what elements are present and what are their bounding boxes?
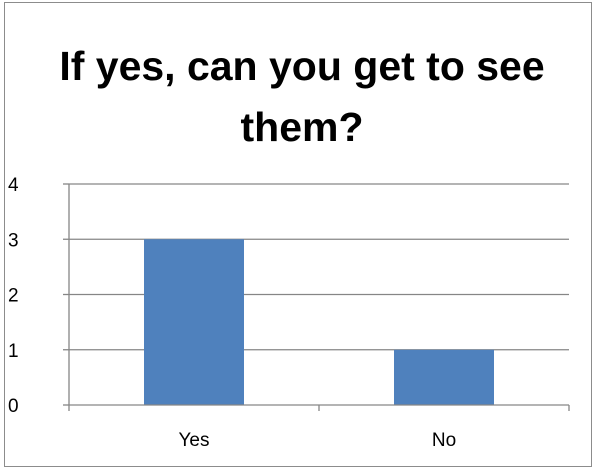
axes: [63, 183, 570, 411]
x-tick-label-yes: Yes: [179, 430, 210, 451]
bars: [144, 239, 494, 405]
y-tick-label-4: 4: [8, 175, 19, 196]
y-tick-label-0: 0: [8, 396, 19, 417]
y-tick-label-2: 2: [8, 286, 19, 307]
tick-labels: 0 1 2 3 4 Yes No: [8, 175, 456, 451]
chart-title: If yes, can you get to see them?: [59, 43, 545, 150]
bar-yes: [144, 239, 244, 405]
x-tick-label-no: No: [432, 430, 456, 451]
y-tick-label-1: 1: [8, 341, 19, 362]
bar-no: [394, 349, 494, 405]
y-tick-label-3: 3: [8, 230, 19, 251]
